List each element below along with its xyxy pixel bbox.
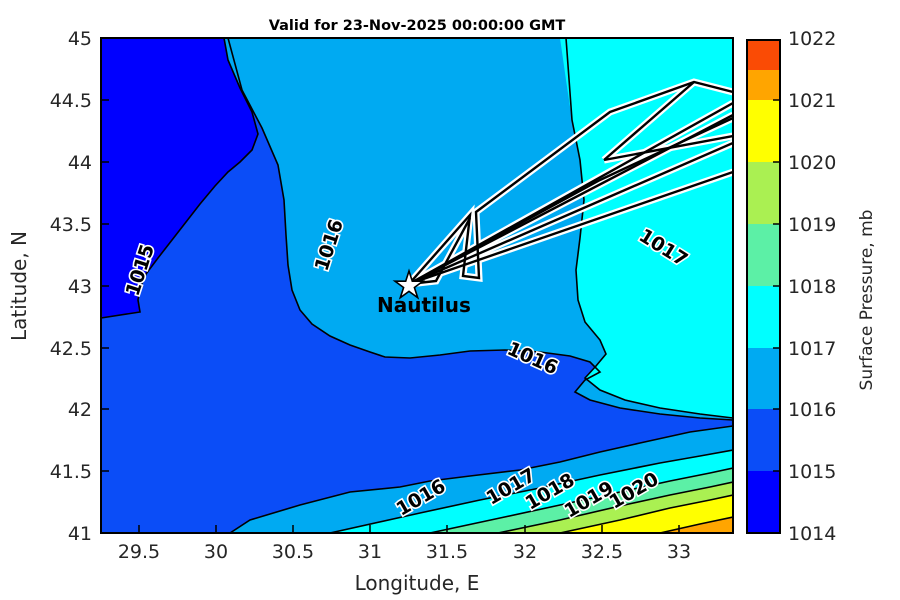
contour-line-1021 [659, 516, 733, 533]
colorbar-band-1014-1015 [747, 471, 780, 533]
contour-band-1014-1015 [101, 38, 258, 318]
chart-title: Valid for 23-Nov-2025 00:00:00 GMT [269, 18, 566, 34]
contour-line-1018 [429, 467, 733, 533]
ship-track-line [408, 80, 733, 286]
x-tick-label-3: 31 [358, 541, 382, 563]
colorbar-tick-label-1018: 1018 [788, 276, 836, 298]
contour-fill-group: 1015 1016 1017 1016 1016 1017 1018 1019 … [101, 38, 733, 533]
station-label-nautilus: Nautilus [377, 293, 471, 317]
star-icon [392, 268, 426, 300]
x-tick-label-2: 30.5 [272, 541, 314, 563]
contour-lines-group [101, 38, 733, 533]
y-tick-label-3: 42.5 [50, 338, 92, 360]
x-tick-label-6: 32.5 [581, 541, 623, 563]
x-axis: 29.5 30 30.5 31 31.5 32 32.5 33 Longitud… [118, 525, 691, 595]
colorbar-tick-label-1022: 1022 [788, 28, 836, 50]
x-axis-label: Longitude, E [355, 571, 480, 595]
colorbar-band-1019-1020 [747, 162, 780, 224]
colorbar-tick-label-1019: 1019 [788, 214, 836, 236]
colorbar-tick-label-1014: 1014 [788, 523, 836, 545]
colorbar-tick-label-1017: 1017 [788, 338, 836, 360]
colorbar-tick-label-1016: 1016 [788, 399, 836, 421]
y-axis-ticks [101, 37, 109, 534]
colorbar-band-orange [747, 70, 780, 100]
y-tick-label-5: 43.5 [50, 214, 92, 236]
y-axis-label: Latitude, N [7, 231, 31, 341]
x-tick-label-4: 31.5 [426, 541, 468, 563]
x-tick-label-7: 33 [667, 541, 691, 563]
colorbar-ticks [773, 99, 780, 472]
contour-line-1020 [559, 494, 733, 533]
y-tick-label-0: 41 [68, 523, 92, 545]
colorbar-band-1020-1021 [747, 100, 780, 162]
contour-line-1016-south [229, 425, 733, 533]
x-axis-ticks [138, 525, 680, 533]
contour-line-1016-upper [227, 38, 733, 421]
contour-band-1017-1018 [560, 38, 733, 418]
ship-track-group [406, 78, 733, 288]
y-tick-label-4: 43 [68, 276, 92, 298]
y-tick-label-6: 44 [68, 152, 92, 174]
x-tick-label-1: 30 [204, 541, 228, 563]
colorbar-tick-label-1015: 1015 [788, 461, 836, 483]
colorbar-band-1015-1016 [747, 409, 780, 471]
station-marker-nautilus[interactable] [392, 268, 426, 300]
colorbar-tick-label-1021: 1021 [788, 90, 836, 112]
colorbar-band-red-orange [747, 40, 780, 70]
y-tick-label-2: 42 [68, 399, 92, 421]
contour-line-1019 [497, 481, 733, 533]
x-tick-label-0: 29.5 [118, 541, 160, 563]
contour-line-1015 [101, 38, 259, 319]
colorbar-band-1016-1017 [747, 348, 780, 409]
y-axis: 41 41.5 42 42.5 43 43.5 44 44.5 45 Latit… [7, 28, 109, 545]
colorbar-label: Surface Pressure, mb [857, 210, 877, 391]
colorbar-band-1018-1019 [747, 224, 780, 286]
contour-line-1017-south [329, 449, 733, 533]
x-tick-label-5: 32 [513, 541, 537, 563]
y-tick-label-8: 45 [68, 28, 92, 50]
colorbar-tick-label-1020: 1020 [788, 152, 836, 174]
colorbar: 1014 1015 1016 1017 1018 1019 1020 1021 … [746, 28, 877, 545]
y-tick-label-1: 41.5 [50, 461, 92, 483]
colorbar-band-1017-1018 [747, 286, 780, 348]
y-tick-label-7: 44.5 [50, 90, 92, 112]
